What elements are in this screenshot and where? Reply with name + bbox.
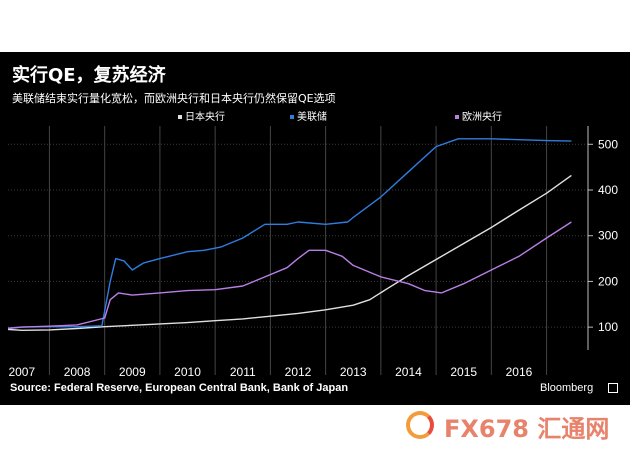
legend-swatch-ecb: [455, 115, 459, 119]
x-tick-label: 2008: [64, 365, 91, 379]
y-tick-label: 100: [598, 320, 618, 334]
legend-item-ecb: 欧洲央行: [455, 108, 502, 123]
x-tick-label: 2007: [8, 365, 35, 379]
legend-label-ecb: 欧洲央行: [462, 112, 502, 123]
legend-label-fed: 美联储: [297, 112, 327, 123]
x-tick-label: 2016: [506, 365, 533, 379]
x-tick-label: 2009: [119, 365, 146, 379]
y-tick-label: 200: [598, 274, 618, 288]
series-line-0: [7, 174, 572, 331]
series-line-2: [7, 221, 572, 330]
legend-swatch-fed: [290, 115, 294, 119]
x-tick-label: 2010: [174, 365, 201, 379]
chart-subtitle: 美联储结束实行量化宽松，而欧洲央行和日本央行仍然保留QE选项: [12, 92, 336, 105]
legend: 日本央行 美联储 欧洲央行: [0, 108, 630, 124]
source-note: Source: Federal Reserve, European Centra…: [10, 382, 349, 394]
legend-label-boj: 日本央行: [185, 112, 225, 123]
watermark-text: FX678 汇通网: [444, 415, 610, 443]
legend-item-fed: 美联储: [290, 108, 327, 123]
y-tick-label: 400: [598, 183, 618, 197]
x-tick-label: 2012: [285, 365, 312, 379]
chart-title: 实行QE，复苏经济: [12, 65, 166, 86]
series-line-1: [7, 138, 572, 329]
bloomberg-logo: Bloomberg: [540, 382, 594, 394]
y-tick-label: 300: [598, 229, 618, 243]
x-tick-label: 2011: [230, 365, 256, 379]
x-tick-label: 2014: [395, 365, 422, 379]
x-tick-label: 2013: [340, 365, 367, 379]
x-tick-label: 2015: [450, 365, 477, 379]
bloomberg-mark-icon: [608, 383, 618, 393]
y-tick-label: 500: [598, 137, 618, 151]
watermark-logo-icon: [406, 411, 434, 439]
legend-item-boj: 日本央行: [178, 108, 225, 123]
watermark: FX678 汇通网: [406, 405, 630, 457]
legend-swatch-boj: [178, 115, 182, 119]
